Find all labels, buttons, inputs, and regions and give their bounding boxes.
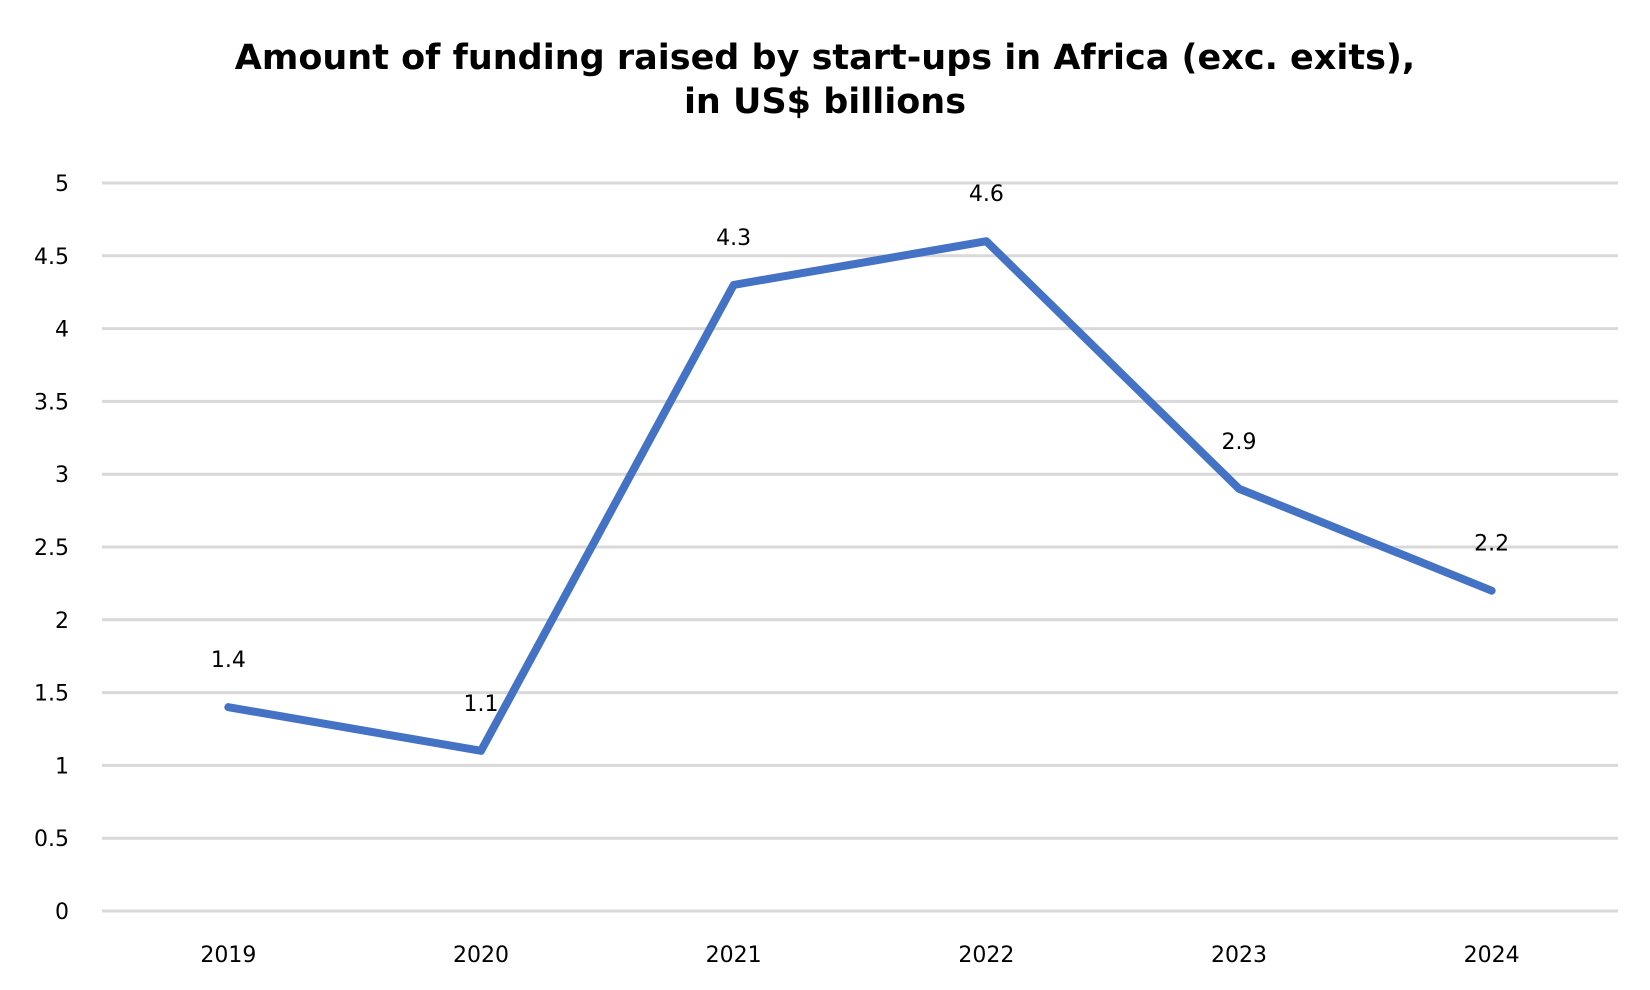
y-tick-label: 1.5 [34, 682, 69, 707]
y-tick-label: 0.5 [34, 827, 69, 852]
chart-title-line-1: Amount of funding raised by start-ups in… [234, 38, 1416, 78]
y-tick-label: 4.5 [34, 245, 69, 270]
data-label: 2.9 [1222, 430, 1257, 455]
data-label: 1.4 [211, 648, 246, 673]
x-tick-label: 2019 [200, 943, 256, 968]
y-tick-label: 3.5 [34, 390, 69, 415]
y-tick-label: 3 [55, 463, 69, 488]
y-tick-label: 5 [55, 172, 69, 197]
chart-title: Amount of funding raised by start-ups in… [0, 36, 1650, 124]
data-label: 2.2 [1474, 532, 1509, 557]
x-tick-label: 2022 [958, 943, 1014, 968]
y-tick-label: 4 [55, 318, 69, 343]
y-tick-label: 2.5 [34, 536, 69, 561]
y-tick-label: 0 [55, 900, 69, 925]
data-label: 1.1 [464, 692, 499, 717]
y-tick-label: 2 [55, 609, 69, 634]
data-label: 4.3 [716, 226, 751, 251]
x-tick-label: 2021 [706, 943, 762, 968]
x-tick-label: 2024 [1464, 943, 1520, 968]
y-tick-label: 1 [55, 754, 69, 779]
data-label: 4.6 [969, 182, 1004, 207]
x-tick-label: 2023 [1211, 943, 1267, 968]
chart-title-line-2: in US$ billions [683, 82, 967, 122]
x-tick-label: 2020 [453, 943, 509, 968]
series-line [224, 237, 1496, 755]
